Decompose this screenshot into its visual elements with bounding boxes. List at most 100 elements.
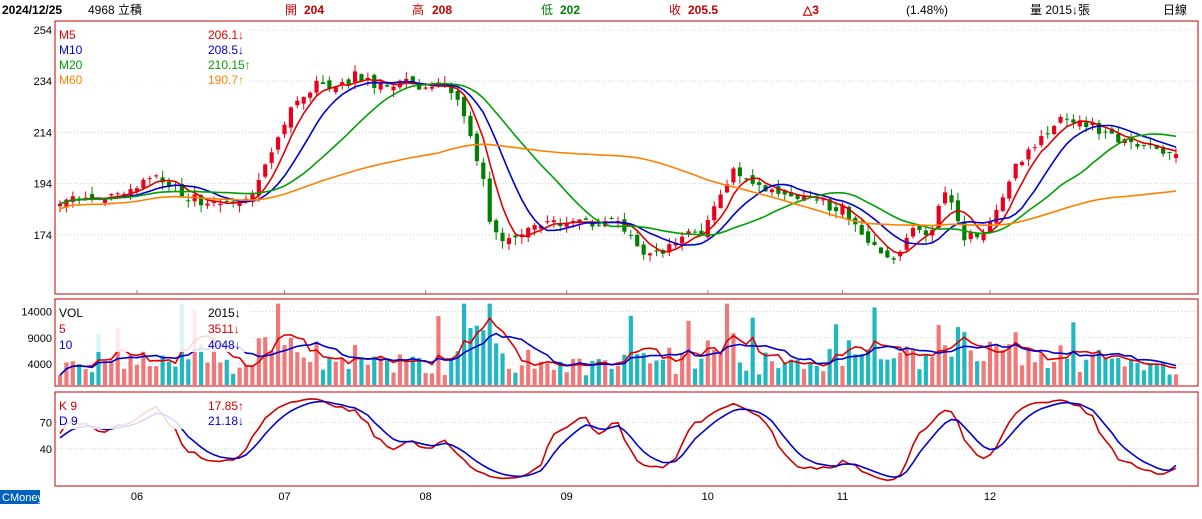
volume-bar — [596, 359, 601, 385]
candle-body — [237, 202, 242, 206]
candle-body — [513, 235, 518, 238]
volume-bar — [878, 359, 884, 385]
volume-bar — [365, 364, 370, 385]
low-label: 低 — [541, 3, 553, 17]
volume-bar — [154, 366, 159, 385]
candle-body — [147, 178, 152, 180]
candle-body — [506, 238, 512, 245]
volume-ma10-line — [59, 332, 1177, 376]
candle-body — [878, 247, 884, 254]
volume-bar — [622, 354, 627, 385]
candle-body — [936, 205, 941, 228]
period-label: 日線 — [1163, 2, 1187, 17]
volume-bar — [1141, 370, 1147, 385]
kd-legend-value: 21.18↓ — [208, 414, 244, 428]
volume-bar — [538, 361, 544, 385]
candle-body — [320, 82, 326, 85]
volume-bar — [975, 361, 980, 385]
volume-bar — [724, 303, 730, 385]
volume-bar — [526, 349, 531, 385]
volume-bar — [898, 352, 903, 385]
candle-body — [64, 199, 69, 208]
volume-bar — [519, 365, 524, 385]
candle-body — [83, 197, 88, 199]
volume-bar — [667, 347, 672, 385]
volume-bar — [1109, 358, 1114, 385]
volume-bar — [583, 375, 589, 385]
candle-body — [724, 184, 730, 193]
volume-bar — [250, 365, 255, 385]
candle-body — [1071, 119, 1076, 123]
volume-bar — [686, 320, 691, 385]
candle-body — [667, 244, 672, 253]
volume-bar — [186, 359, 191, 385]
candle-body — [429, 86, 435, 89]
candle-body — [57, 203, 63, 207]
volume-bar — [1071, 322, 1076, 385]
volume-bar — [269, 350, 274, 385]
candle-body — [590, 223, 595, 227]
volume-bar — [763, 352, 768, 385]
volume-bar — [205, 362, 210, 385]
legend-m20-value: 210.15↑ — [208, 58, 251, 72]
volume-bar — [275, 303, 281, 385]
candle-body — [102, 197, 107, 203]
volume-bar — [70, 361, 75, 385]
volume-bar — [789, 359, 794, 385]
volume-bar — [866, 349, 871, 385]
candle-body — [308, 92, 313, 98]
candle-body — [750, 175, 755, 184]
candle-body — [654, 250, 659, 252]
candle-body — [1084, 122, 1089, 127]
volume-bar — [955, 327, 961, 385]
candle-body — [333, 87, 338, 93]
volume-bar — [506, 368, 512, 385]
volume-bar — [827, 349, 832, 385]
candle-body — [949, 195, 954, 203]
volume-bar — [776, 368, 781, 385]
volume-tick-label: 4000 — [28, 359, 52, 371]
volume-bar — [923, 355, 928, 385]
candle-body — [705, 219, 710, 238]
month-label: 10 — [702, 491, 714, 503]
volume-bar — [699, 358, 704, 385]
volume-bar — [821, 371, 826, 385]
price-tick-label: 214 — [34, 127, 52, 139]
volume-bar — [474, 325, 479, 385]
volume-bar — [814, 365, 819, 385]
volume-bar — [795, 359, 800, 385]
candle-body — [917, 225, 922, 230]
volume-bar — [904, 346, 909, 385]
month-label: 06 — [131, 491, 143, 503]
volume-bar — [808, 362, 813, 385]
candle-body — [1058, 116, 1063, 123]
volume-bar — [333, 361, 338, 385]
volume-bar — [744, 370, 749, 385]
candle-body — [1116, 133, 1121, 143]
close-value: 205.5 — [688, 3, 718, 17]
volume-bar — [263, 337, 268, 385]
legend-m10-name: M10 — [59, 43, 83, 57]
candle-body — [545, 221, 550, 223]
candle-body — [994, 209, 999, 224]
volume-bar — [89, 372, 95, 385]
volume-bar — [891, 358, 896, 385]
candle-body — [577, 219, 582, 223]
volume-bar — [1032, 362, 1037, 385]
candle-body — [282, 124, 287, 135]
volume-bar — [160, 355, 165, 385]
volume-bar — [1084, 359, 1089, 385]
volume-bar — [372, 356, 377, 385]
candle-body — [263, 164, 268, 177]
candle-body — [340, 82, 345, 85]
candle-body — [564, 223, 569, 227]
volume-bar — [218, 362, 223, 385]
volume-bar — [615, 365, 621, 385]
volume-bar — [1019, 365, 1025, 385]
candle-body — [872, 241, 877, 246]
close-label: 收 — [669, 3, 681, 17]
volume-bar — [385, 360, 390, 385]
volume-bar — [237, 367, 242, 385]
